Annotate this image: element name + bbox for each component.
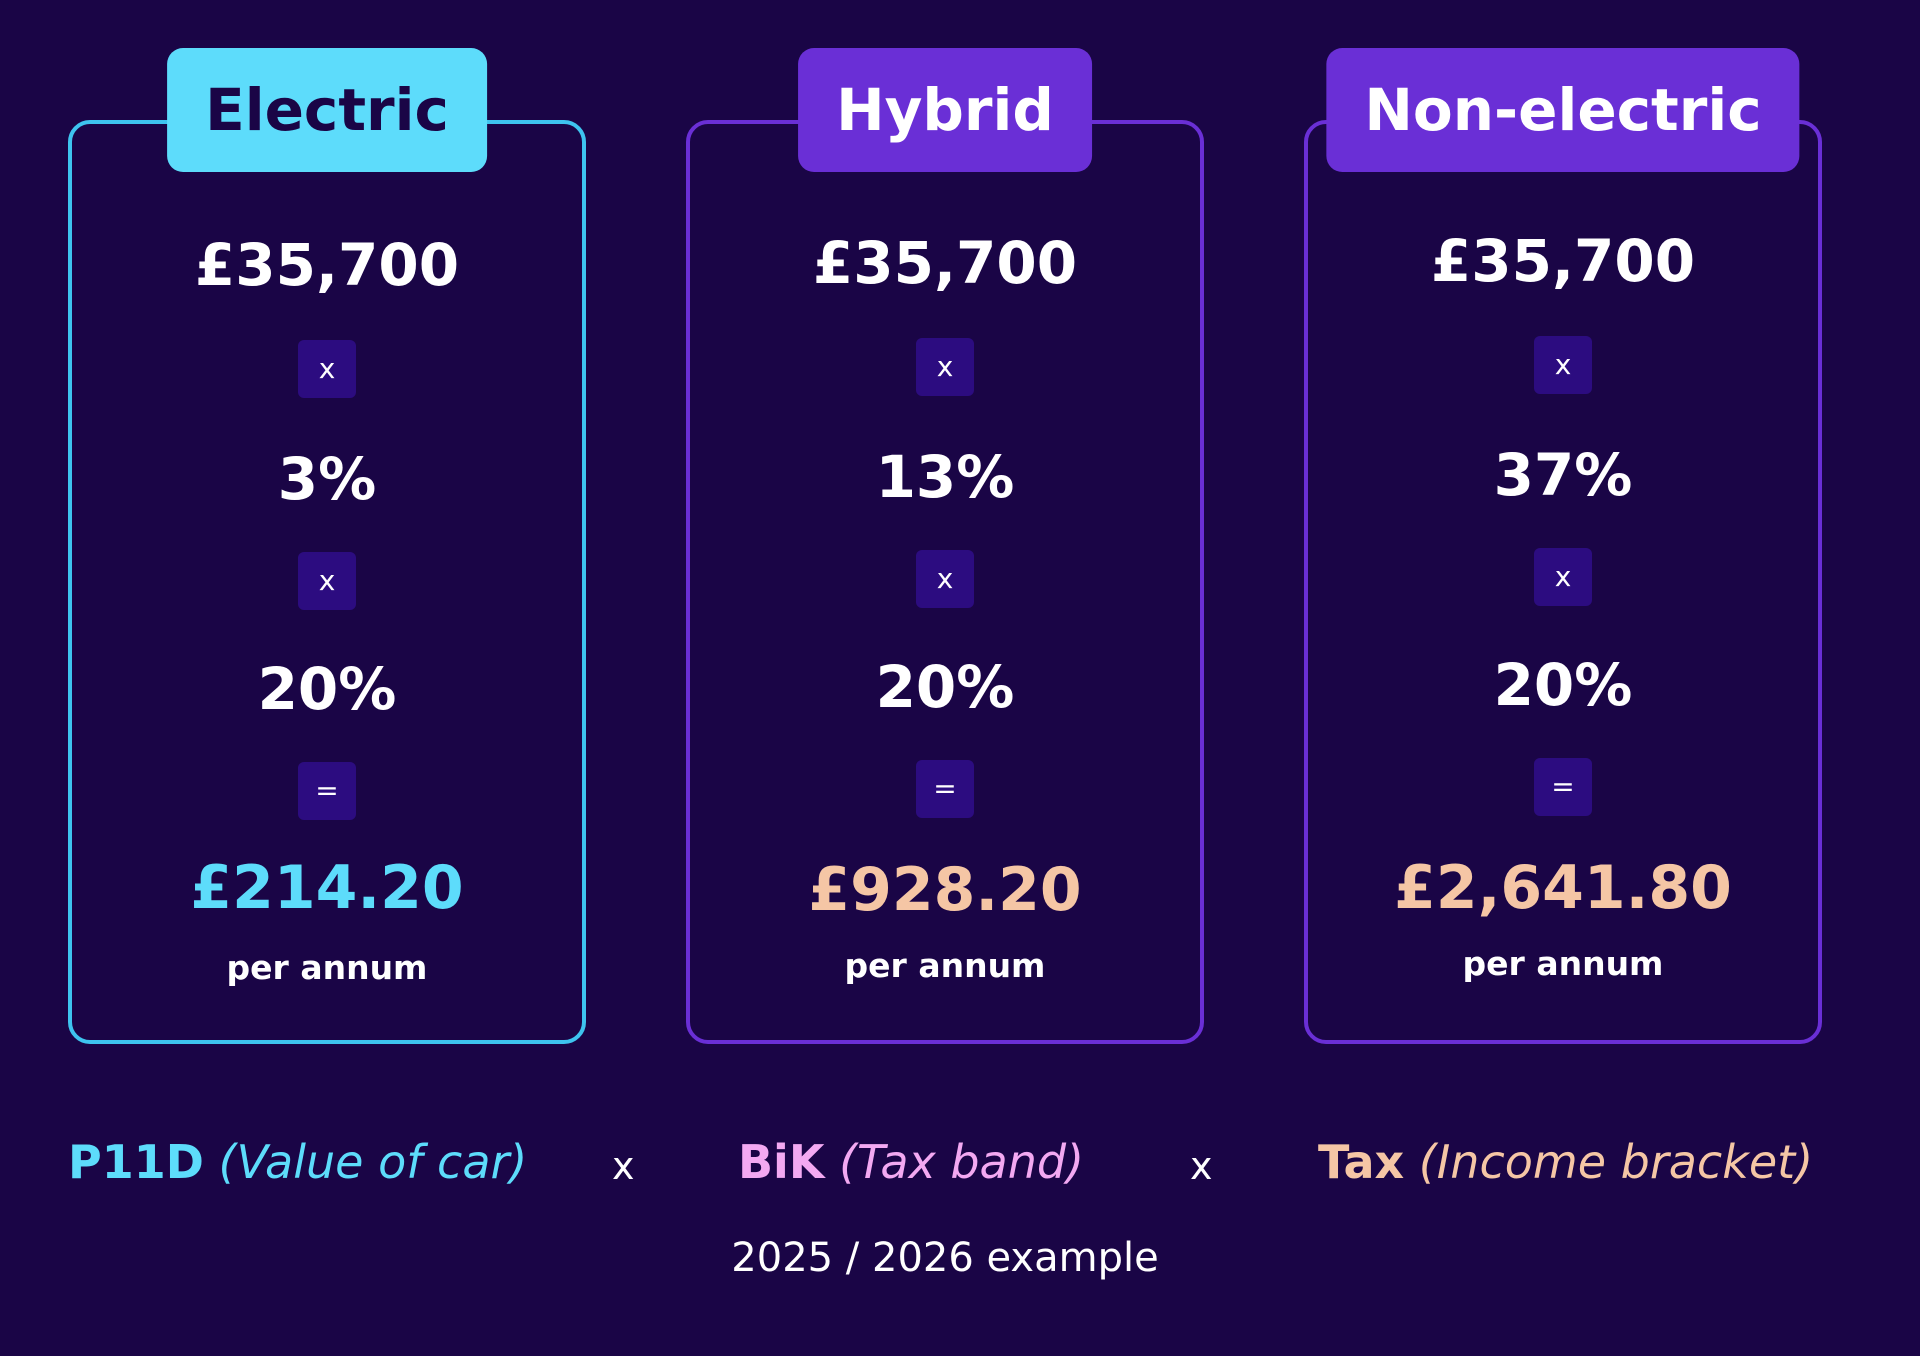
multiply-operator: x [916, 550, 974, 608]
card-non-electric: Non-electric £35,700 x 37% x 20% = £2,64… [1304, 48, 1822, 1044]
multiply-operator: x [298, 552, 356, 610]
multiply-operator: x [298, 340, 356, 398]
per-annum-label: per annum [1462, 944, 1664, 983]
legend-tax-term: Tax [1318, 1135, 1405, 1189]
legend-bik-term: BiK [738, 1135, 825, 1189]
tax-rate: 20% [1493, 651, 1633, 719]
legend-multiply-sign: x [1190, 1144, 1213, 1188]
legend-p11d: P11D (Value of car) [68, 1130, 527, 1194]
bik-rate: 13% [875, 443, 1015, 511]
multiply-operator: x [1534, 336, 1592, 394]
legend-tax-note: (Income bracket) [1418, 1135, 1814, 1189]
card-non-electric-label: Non-electric [1326, 48, 1800, 172]
card-electric: Electric £35,700 x 3% x 20% = £214.20 pe… [68, 48, 586, 1044]
car-value: £35,700 [194, 231, 460, 299]
car-value: £35,700 [1430, 227, 1696, 295]
legend-p11d-term: P11D [68, 1135, 204, 1189]
legend-multiply-sign: x [612, 1144, 635, 1188]
result-amount: £2,641.80 [1394, 853, 1732, 923]
result-amount: £214.20 [190, 853, 464, 923]
footnote-example-year: 2025 / 2026 example [731, 1235, 1159, 1281]
bik-rate: 3% [277, 445, 377, 513]
legend-tax: Tax (Income bracket) [1318, 1130, 1813, 1194]
legend-bik: BiK (Tax band) [738, 1130, 1084, 1194]
per-annum-label: per annum [226, 948, 428, 987]
bik-rate: 37% [1493, 441, 1633, 509]
card-hybrid: Hybrid £35,700 x 13% x 20% = £928.20 per… [686, 48, 1204, 1044]
equals-operator: = [916, 760, 974, 818]
car-value: £35,700 [812, 229, 1078, 297]
tax-rate: 20% [257, 655, 397, 723]
equals-operator: = [298, 762, 356, 820]
card-hybrid-label: Hybrid [798, 48, 1092, 172]
card-electric-label: Electric [167, 48, 487, 172]
tax-rate: 20% [875, 653, 1015, 721]
equals-operator: = [1534, 758, 1592, 816]
legend-p11d-note: (Value of car) [218, 1135, 528, 1189]
multiply-operator: x [916, 338, 974, 396]
legend-bik-note: (Tax band) [839, 1135, 1085, 1189]
per-annum-label: per annum [844, 946, 1046, 985]
multiply-operator: x [1534, 548, 1592, 606]
result-amount: £928.20 [808, 855, 1082, 925]
